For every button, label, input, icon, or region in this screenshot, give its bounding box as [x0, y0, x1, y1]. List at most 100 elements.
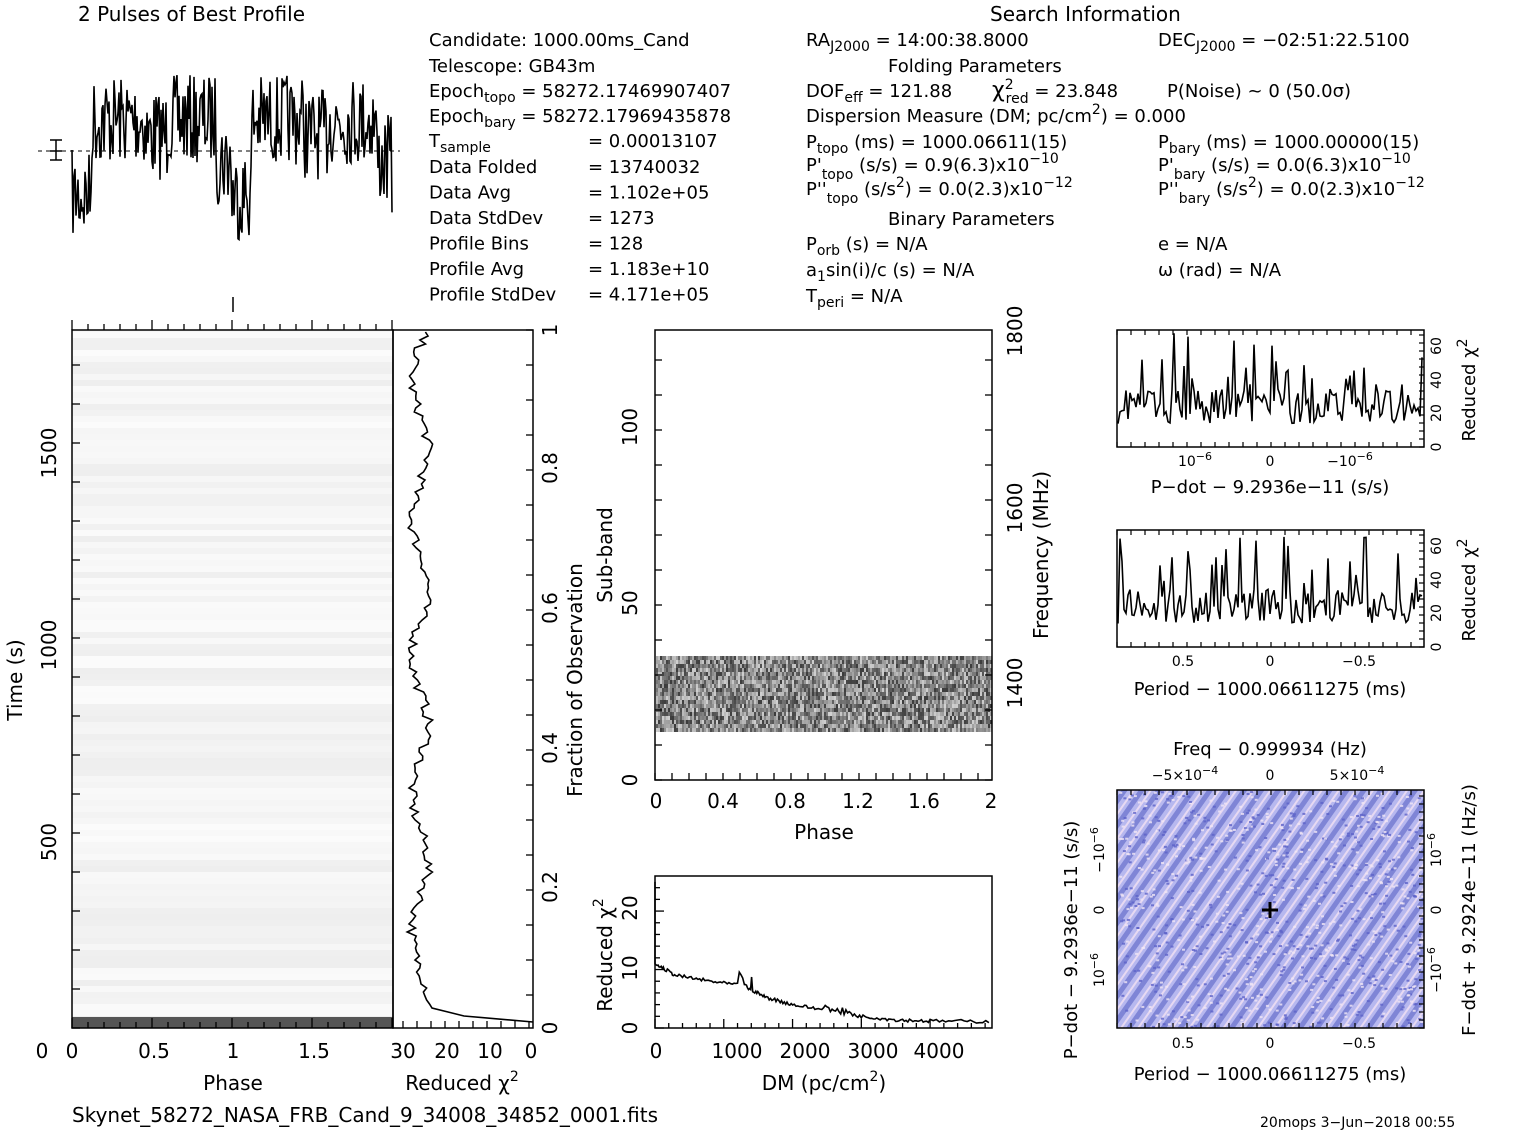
subband-cell	[708, 724, 710, 728]
subband-cell	[872, 684, 874, 688]
subband-cell	[954, 720, 956, 724]
p-pdot-cell	[1156, 904, 1160, 907]
subband-cell	[830, 688, 832, 692]
subband-cell	[940, 684, 942, 688]
subband-cell	[904, 664, 906, 668]
p-pdot-cell	[1133, 795, 1137, 798]
subband-cell	[666, 672, 668, 676]
p-pdot-cell	[1293, 925, 1297, 928]
subband-cell	[732, 700, 734, 704]
subband-cell	[854, 696, 856, 700]
subband-cell	[872, 716, 874, 720]
subband-cell	[982, 712, 984, 716]
subband-cell	[928, 728, 930, 732]
subband-cell	[790, 692, 792, 696]
subband-cell	[908, 712, 910, 716]
time-phase-row	[72, 458, 393, 464]
subband-cell	[984, 672, 986, 676]
subband-cell	[666, 704, 668, 708]
subband-cell	[850, 684, 852, 688]
subband-cell	[776, 668, 778, 672]
subband-cell	[958, 664, 960, 668]
subband-cell	[802, 716, 804, 720]
info-row-value: = 1.102e+05	[588, 183, 709, 204]
subband-cell	[790, 700, 792, 704]
subband-cell	[840, 716, 842, 720]
p-pdot-cell	[1421, 895, 1425, 898]
subband-cell	[800, 728, 802, 732]
p-pdot-cell	[1194, 856, 1198, 859]
pp-pdot-tick-0: 0	[1092, 906, 1108, 915]
subband-cell	[672, 684, 674, 688]
subband-cell	[656, 656, 658, 660]
pp-fdot-tick-pos: 10−6	[1425, 833, 1445, 867]
subband-cell	[942, 660, 944, 664]
subband-cell	[664, 656, 666, 660]
subband-cell	[656, 664, 658, 668]
subband-cell	[968, 708, 970, 712]
subband-cell	[878, 692, 880, 696]
p-pdot-cell	[1344, 1012, 1348, 1015]
subband-cell	[746, 692, 748, 696]
subband-cell	[914, 692, 916, 696]
subband-cell	[944, 684, 946, 688]
subband-cell	[894, 728, 896, 732]
subband-cell	[808, 680, 810, 684]
subband-cell	[870, 656, 872, 660]
subband-cell	[974, 676, 976, 680]
subband-cell	[686, 728, 688, 732]
p-pdot-cell	[1320, 894, 1324, 897]
p-pdot-cell	[1321, 915, 1324, 918]
p-pdot-cell	[1155, 903, 1159, 906]
subband-cell	[842, 704, 844, 708]
subband-cell	[780, 704, 782, 708]
subband-cell	[702, 672, 704, 676]
subband-cell	[858, 716, 860, 720]
subband-cell	[882, 728, 884, 732]
p-pdot-cell	[1292, 1022, 1296, 1025]
p-pdot-cell	[1366, 821, 1370, 824]
sb-tick-0: 0	[618, 774, 642, 787]
p-pdot-cell	[1258, 954, 1262, 957]
p-pdot-cell	[1395, 987, 1399, 990]
subband-cell	[820, 728, 822, 732]
p-pdot-cell	[1272, 953, 1276, 956]
subband-cell	[784, 708, 786, 712]
subband-cell	[774, 712, 776, 716]
subband-cell	[876, 656, 878, 660]
subband-cell	[936, 676, 938, 680]
subband-cell	[756, 696, 758, 700]
p-pdot-cell	[1149, 895, 1153, 898]
subband-cell	[896, 712, 898, 716]
subband-cell	[782, 664, 784, 668]
subband-cell	[856, 668, 858, 672]
subband-cell	[800, 704, 802, 708]
subband-cell	[916, 728, 918, 732]
subband-cell	[742, 684, 744, 688]
subband-cell	[928, 724, 930, 728]
subband-cell	[684, 656, 686, 660]
chi-fraction-line	[405, 331, 534, 1023]
subband-cell	[926, 692, 928, 696]
subband-cell	[664, 688, 666, 692]
subband-cell	[742, 664, 744, 668]
p-pdot-cell	[1378, 961, 1381, 964]
subband-cell	[800, 680, 802, 684]
subband-cell	[778, 724, 780, 728]
subband-cell	[844, 712, 846, 716]
p-pdot-cell	[1339, 836, 1343, 839]
subband-cell	[838, 724, 840, 728]
p-pdot-cell	[1277, 964, 1281, 967]
p-pdot-cell	[1391, 960, 1395, 963]
p-pdot-cell	[1259, 993, 1263, 996]
subband-cell	[844, 704, 846, 708]
period-chi-plot: 0.5 0 −0.5 Period − 1000.06611275 (ms) 0…	[1116, 529, 1480, 700]
subband-cell	[740, 676, 742, 680]
subband-cell	[756, 656, 758, 660]
p-pdot-cell	[1409, 993, 1413, 996]
subband-cell	[826, 680, 828, 684]
subband-cell	[668, 680, 670, 684]
subband-cell	[978, 680, 980, 684]
subband-cell	[670, 700, 672, 704]
subband-cell	[854, 728, 856, 732]
